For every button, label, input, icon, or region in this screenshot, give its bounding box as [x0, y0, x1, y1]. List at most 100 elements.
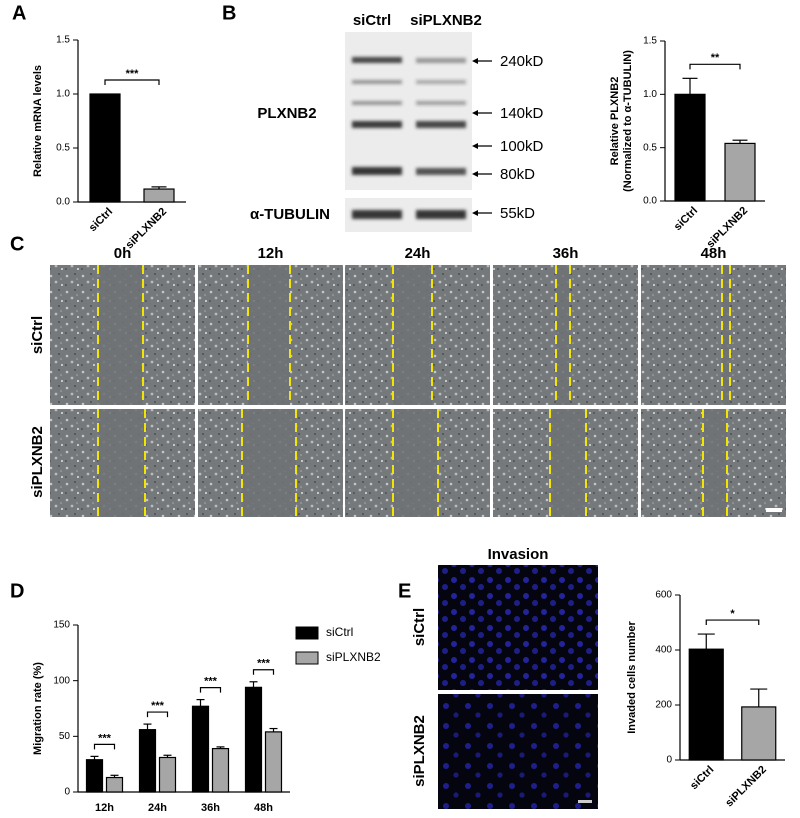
bar — [674, 93, 706, 202]
significance-bracket — [199, 686, 222, 693]
wound-gap — [98, 265, 143, 405]
wound-gap — [703, 409, 727, 517]
time-label: 48h — [701, 245, 727, 262]
wound-images — [50, 265, 786, 517]
bar — [85, 759, 104, 793]
marker-label: 100kD — [500, 138, 544, 155]
y-axis-label: Relative PLXNB2 — [609, 77, 621, 166]
row-label: siCtrl — [411, 608, 428, 646]
bar — [724, 142, 756, 202]
x-tick-label: siCtrl — [87, 206, 115, 234]
bar — [264, 731, 283, 793]
legend-label: siCtrl — [326, 625, 353, 639]
x-tick-label: 12h — [95, 802, 114, 814]
wound-gap — [550, 409, 586, 517]
y-tick-label: 1.0 — [643, 89, 657, 100]
time-label: 36h — [553, 245, 579, 262]
significance-label: *** — [257, 658, 271, 670]
wound-gap — [393, 265, 432, 405]
protein-label: α-TUBULIN — [250, 206, 330, 223]
invasion-title: Invasion — [488, 546, 549, 563]
y-tick-label: 200 — [655, 700, 672, 711]
panel-letter: D — [10, 580, 24, 602]
wound-gap — [98, 409, 145, 517]
lane-label: siCtrl — [353, 12, 391, 29]
bar — [89, 93, 121, 203]
legend-swatch — [295, 651, 319, 665]
significance-bracket — [689, 63, 741, 70]
wound-gap — [722, 265, 730, 405]
row-label: siPLXNB2 — [411, 715, 428, 787]
wound-gap — [248, 265, 290, 405]
time-label: 0h — [114, 245, 132, 262]
y-axis-label: Relative mRNA levels — [32, 65, 44, 177]
row-label: siPLXNB2 — [29, 426, 46, 498]
marker-label: 240kD — [500, 53, 544, 70]
invasion-image — [438, 694, 598, 809]
wound-gap — [556, 265, 570, 405]
x-tick-label: siCtrl — [688, 764, 716, 792]
significance-label: *** — [98, 732, 112, 744]
bar — [211, 747, 230, 793]
y-tick-label: 0.5 — [643, 142, 657, 153]
y-tick-label: 400 — [655, 645, 672, 656]
x-tick-label: 36h — [201, 802, 220, 814]
y-tick-label: 0.0 — [643, 196, 657, 207]
panel-letter: E — [398, 580, 411, 602]
significance-label: *** — [126, 68, 140, 80]
time-label: 24h — [405, 245, 431, 262]
bar — [191, 705, 210, 793]
wound-image — [641, 265, 786, 405]
significance-label: *** — [204, 675, 218, 687]
y-tick-label: 0 — [666, 755, 672, 766]
y-tick-label: 1.5 — [56, 35, 70, 46]
marker-label: 55kD — [500, 205, 535, 222]
y-tick-label: 50 — [59, 731, 71, 742]
panel-letter: C — [10, 233, 24, 255]
y-tick-label: 100 — [53, 675, 70, 686]
scale-bar — [766, 508, 782, 512]
x-tick-label: siPLXNB2 — [124, 206, 170, 252]
y-axis-label: (Normalized to α-TUBULIN) — [622, 50, 634, 192]
y-tick-label: 1.5 — [643, 36, 657, 47]
significance-bracket — [146, 711, 169, 718]
significance-bracket — [705, 619, 760, 626]
y-tick-label: 600 — [655, 590, 672, 601]
wound-gap — [242, 409, 296, 517]
y-tick-label: 1.0 — [56, 89, 70, 100]
legend-label: siPLXNB2 — [326, 650, 381, 664]
lane-label: siPLXNB2 — [410, 12, 482, 29]
bar — [741, 706, 777, 761]
x-tick-label: siCtrl — [672, 205, 700, 233]
panel-letter: A — [12, 2, 26, 24]
y-axis-label: Invaded cells number — [626, 621, 638, 734]
significance-bracket — [93, 743, 116, 750]
bar — [158, 756, 177, 793]
legend-swatch — [295, 626, 319, 640]
x-tick-label: siPLXNB2 — [705, 205, 751, 251]
significance-bracket — [104, 79, 160, 85]
bar — [244, 686, 263, 793]
significance-label: *** — [151, 700, 165, 712]
y-axis-label: Migration rate (%) — [32, 662, 44, 755]
marker-label: 140kD — [500, 105, 544, 122]
bar — [688, 648, 724, 761]
x-tick-label: 24h — [148, 802, 167, 814]
bar — [143, 188, 175, 203]
panel-letter: B — [222, 2, 236, 24]
x-tick-label: siPLXNB2 — [723, 764, 769, 810]
wound-gap — [393, 409, 438, 517]
bar — [138, 729, 157, 793]
x-tick-label: 48h — [254, 802, 273, 814]
y-tick-label: 150 — [53, 620, 70, 631]
significance-bracket — [252, 669, 275, 675]
marker-label: 80kD — [500, 166, 535, 183]
row-label: siCtrl — [29, 316, 46, 354]
protein-label: PLXNB2 — [257, 105, 316, 122]
western-blot — [345, 32, 492, 232]
time-label: 12h — [258, 245, 284, 262]
y-tick-label: 0.0 — [56, 197, 70, 208]
y-tick-label: 0.5 — [56, 143, 70, 154]
scale-bar — [578, 800, 592, 803]
